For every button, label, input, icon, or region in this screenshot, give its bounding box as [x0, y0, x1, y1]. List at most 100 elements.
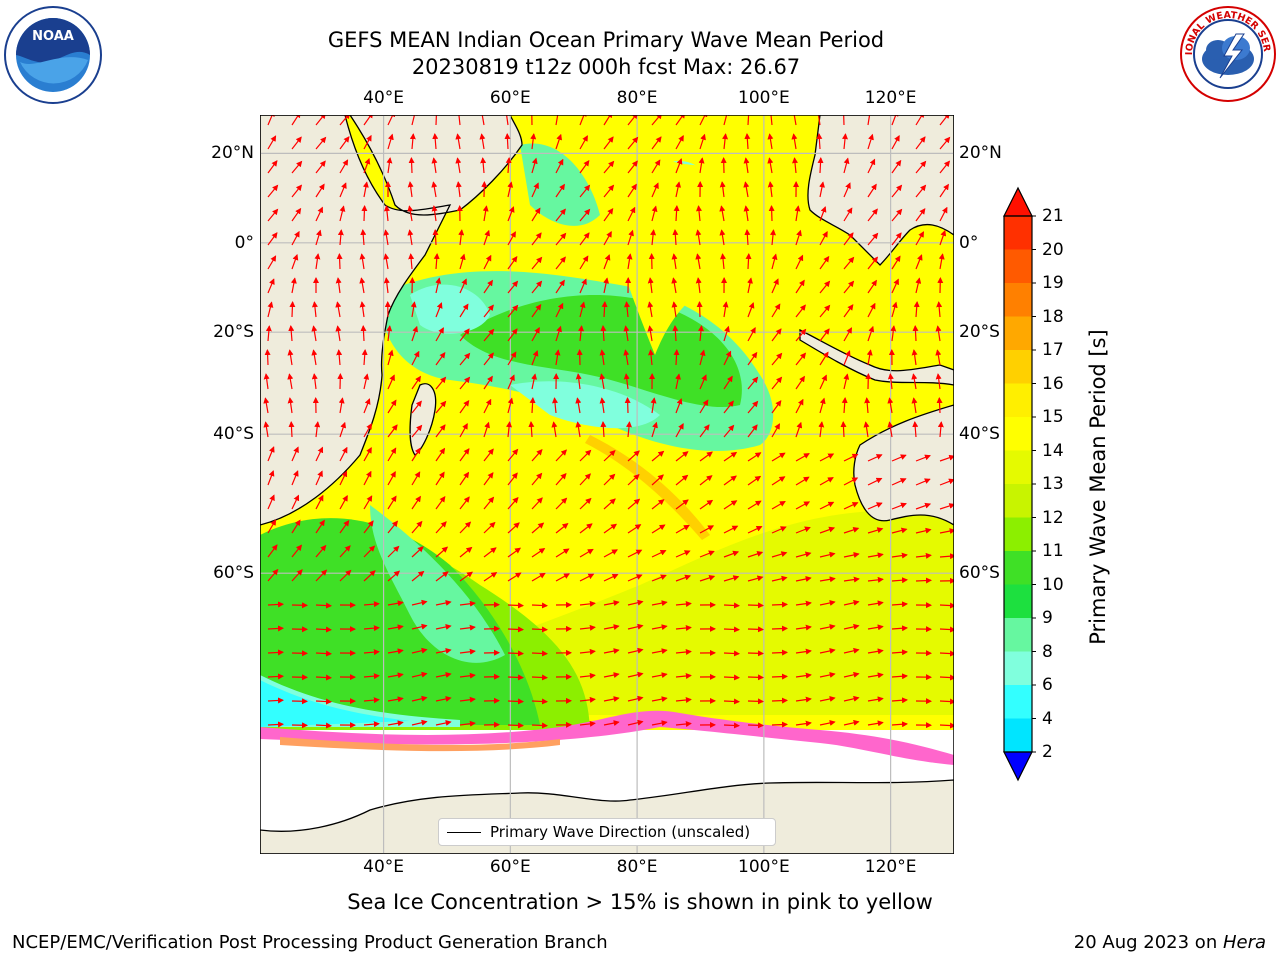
wave-arrow — [795, 421, 803, 438]
colorbar-band — [1004, 316, 1032, 351]
wave-arrow — [794, 205, 801, 222]
wave-arrow — [363, 373, 370, 390]
wave-arrow — [891, 673, 908, 680]
wave-arrow — [767, 157, 774, 174]
wave-arrow — [531, 207, 541, 222]
wave-arrow — [459, 496, 470, 510]
wave-arrow — [627, 229, 634, 246]
wave-arrow — [771, 303, 781, 318]
wave-arrow — [459, 471, 470, 486]
wave-arrow — [455, 157, 462, 174]
wave-arrow — [819, 328, 830, 342]
colorbar-band — [1004, 584, 1032, 619]
wave-arrow — [459, 253, 466, 270]
colorbar-band — [1004, 417, 1032, 451]
wave-arrow — [866, 349, 873, 366]
wave-arrow — [915, 115, 925, 126]
wave-arrow — [627, 450, 640, 462]
wave-arrow — [603, 672, 620, 679]
wave-arrow — [939, 722, 954, 729]
wave-arrow — [531, 674, 548, 681]
wave-arrow — [432, 229, 439, 246]
wave-arrow — [651, 600, 668, 607]
wave-arrow — [291, 544, 303, 558]
wave-arrow — [623, 373, 630, 390]
colorbar-band — [1004, 484, 1032, 518]
wave-arrow — [723, 115, 730, 126]
wave-arrow — [603, 720, 620, 727]
wave-arrow — [819, 551, 836, 558]
wave-arrow — [387, 374, 395, 390]
wave-arrow — [411, 647, 428, 654]
wave-arrow — [867, 720, 884, 727]
wave-arrow — [507, 255, 518, 270]
wave-arrow — [287, 397, 294, 414]
wave-arrow — [360, 325, 367, 342]
wave-arrow — [867, 576, 884, 583]
wave-arrow — [673, 349, 680, 366]
wave-arrow — [363, 495, 373, 510]
wave-arrow — [603, 160, 615, 174]
wave-arrow — [843, 671, 860, 678]
wave-arrow — [843, 280, 855, 294]
wave-arrow — [819, 501, 835, 510]
wave-arrow — [459, 423, 468, 438]
wave-arrow — [651, 574, 667, 582]
wave-arrow — [411, 325, 419, 342]
wave-arrow — [411, 495, 421, 510]
wave-arrow — [554, 115, 561, 126]
colorbar-label: 4 — [1042, 708, 1053, 729]
wave-arrow — [747, 698, 764, 705]
wave-arrow — [291, 569, 303, 582]
wave-arrow — [771, 253, 778, 270]
wave-arrow — [531, 373, 538, 390]
wave-arrow — [651, 648, 668, 655]
wave-arrow — [819, 304, 831, 318]
wave-arrow — [575, 397, 582, 414]
wave-arrow — [531, 256, 543, 270]
wave-arrow — [335, 277, 342, 294]
wave-arrow — [795, 328, 807, 342]
wave-arrow — [745, 115, 752, 126]
wave-arrow — [311, 373, 318, 390]
footer-host: Hera — [1222, 932, 1266, 953]
wave-arrow — [315, 183, 325, 198]
wave-arrow — [315, 698, 332, 705]
colorbar-label: 8 — [1042, 641, 1053, 662]
wave-arrow — [507, 522, 520, 534]
wave-arrow — [579, 672, 596, 679]
wave-arrow — [627, 160, 638, 174]
wave-arrow — [531, 157, 538, 174]
wave-arrow — [867, 232, 879, 246]
noaa-logo-text: NOAA — [32, 29, 74, 44]
wave-arrow — [747, 351, 758, 366]
wave-arrow — [263, 397, 270, 414]
colorbar-label: 19 — [1042, 273, 1064, 293]
wave-arrow — [626, 253, 633, 270]
wave-arrow — [723, 602, 740, 609]
lat-tick-left: 0° — [234, 232, 254, 253]
wave-arrow — [288, 421, 295, 438]
wave-arrow — [843, 527, 860, 534]
lon-tick-top: 120°E — [864, 88, 917, 108]
wave-arrow — [531, 280, 543, 294]
wave-arrow — [603, 600, 620, 607]
wave-arrow — [603, 624, 620, 631]
wave-arrow — [579, 159, 590, 174]
wave-arrow — [722, 133, 729, 150]
wave-arrow — [411, 471, 421, 486]
lat-tick-right: 20°S — [959, 322, 1000, 343]
wave-arrow — [867, 208, 878, 222]
wave-arrow — [843, 350, 851, 366]
wave-arrow — [675, 499, 689, 510]
wave-arrow — [291, 253, 299, 270]
wave-arrow — [267, 568, 279, 582]
wave-arrow — [795, 352, 807, 366]
wave-arrow — [624, 301, 630, 318]
wave-arrow — [723, 325, 730, 342]
wave-arrow — [603, 696, 620, 703]
wave-arrow — [411, 546, 424, 558]
wave-arrow — [863, 421, 870, 438]
wave-arrow — [579, 497, 592, 510]
wave-arrow — [843, 207, 853, 222]
